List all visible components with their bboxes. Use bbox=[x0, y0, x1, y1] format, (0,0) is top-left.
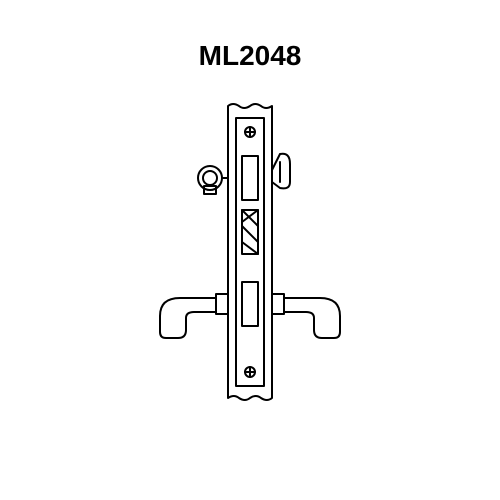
lever-left bbox=[160, 294, 228, 338]
faceplate bbox=[236, 118, 264, 386]
lock-body-outline bbox=[228, 104, 272, 400]
lock-diagram bbox=[120, 82, 380, 422]
product-model-title: ML2048 bbox=[199, 40, 302, 72]
lever-right bbox=[272, 294, 340, 338]
screw-bottom bbox=[245, 367, 255, 377]
thumb-turn-icon bbox=[272, 154, 290, 189]
cylinder-icon bbox=[198, 166, 228, 194]
cutout-latch bbox=[242, 210, 258, 254]
cutout-lower bbox=[242, 282, 258, 326]
screw-top bbox=[245, 127, 255, 137]
lock-drawing bbox=[160, 104, 340, 400]
cutout-upper bbox=[242, 156, 258, 200]
